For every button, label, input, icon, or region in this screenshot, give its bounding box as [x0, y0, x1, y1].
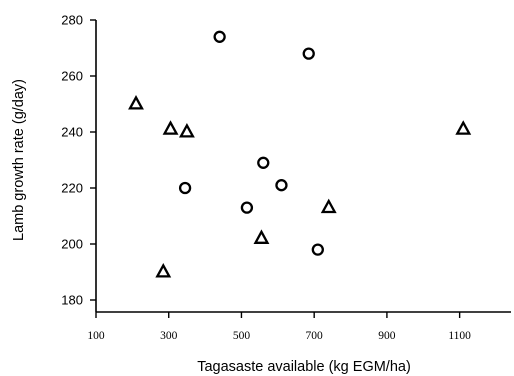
y-ticks: 180 200 220 240 260 280	[61, 13, 96, 308]
y-axis-title: Lamb growth rate (g/day)	[11, 79, 27, 241]
y-tick-label: 200	[61, 237, 83, 252]
x-tick-label: 900	[378, 330, 396, 342]
x-axis-title: Tagasaste available (kg EGM/ha)	[197, 359, 411, 375]
circle-marker	[302, 47, 315, 60]
circle-marker	[311, 243, 324, 256]
y-tick-label: 280	[61, 13, 83, 28]
x-tick-label: 700	[306, 330, 324, 342]
triangle-marker	[253, 229, 270, 244]
circle-marker	[257, 156, 270, 169]
y-tick-label: 180	[61, 293, 83, 308]
x-tick-label: 500	[233, 330, 251, 342]
y-tick-label: 220	[61, 181, 83, 196]
triangle-marker	[162, 120, 179, 135]
triangle-marker	[320, 198, 337, 214]
circle-marker	[178, 181, 192, 195]
x-tick-label: 100	[87, 330, 105, 342]
y-tick-label: 260	[61, 69, 83, 84]
circle-marker	[275, 179, 288, 192]
x-tick-label: 300	[160, 330, 178, 342]
x-tick-label: 1100	[448, 330, 471, 342]
triangle-marker	[155, 262, 172, 278]
x-ticks: 100 300 500 700 900 1100	[87, 312, 471, 342]
circle-marker	[213, 30, 226, 43]
triangle-marker	[178, 122, 195, 138]
plot-area: 180 200 220 240 260 280 100 300 500 700 900 1100	[61, 13, 511, 342]
triangle-marker	[128, 94, 144, 110]
circle-marker	[240, 201, 254, 214]
triangle-marker	[455, 120, 472, 135]
data-markers	[128, 30, 472, 278]
y-tick-label: 240	[61, 125, 83, 140]
